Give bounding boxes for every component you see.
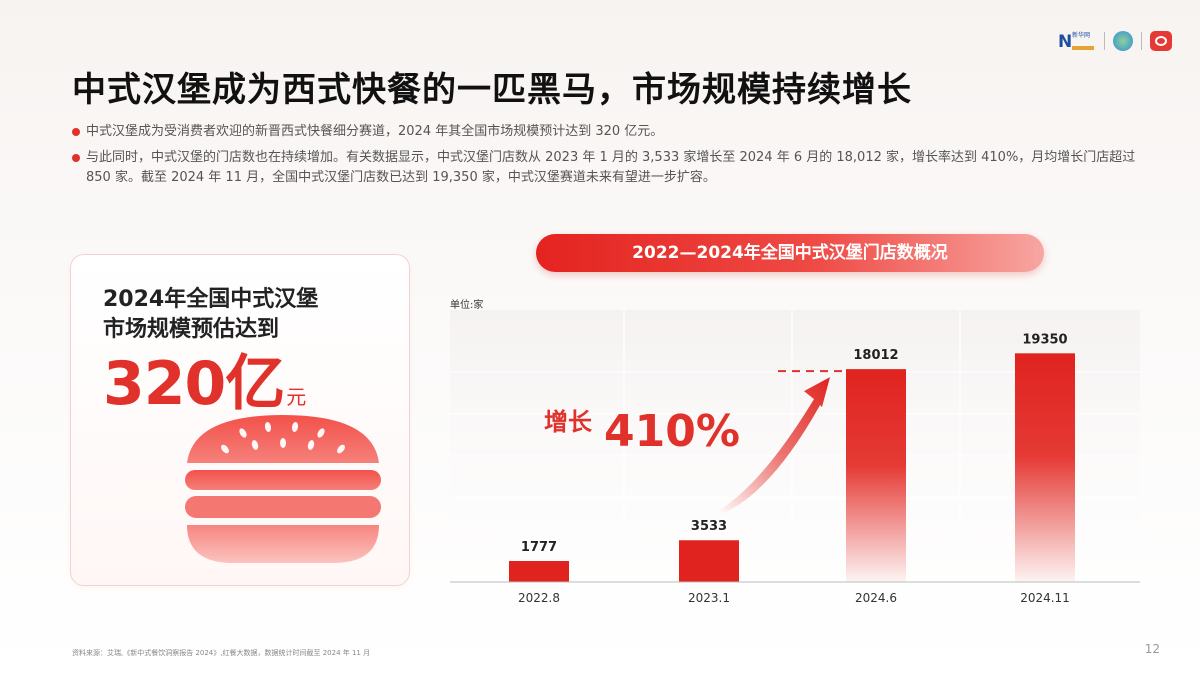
market-size-value: 320亿元 xyxy=(103,335,306,422)
growth-arrow-icon xyxy=(719,377,830,515)
x-tick-label: 2022.8 xyxy=(518,591,560,605)
bullet-item: 与此同时，中式汉堡的门店数也在持续增加。有关数据显示，中式汉堡门店数从 2023… xyxy=(72,148,1152,188)
store-count-chart: 增长 410% 17772022.835332023.1180122024.61… xyxy=(450,310,1140,605)
x-tick-label: 2024.6 xyxy=(855,591,897,605)
x-tick-label: 2024.11 xyxy=(1020,591,1070,605)
summary-bullets: 中式汉堡成为受消费者欢迎的新晋西式快餐细分赛道，2024 年其全国市场规模预计达… xyxy=(72,122,1152,194)
partner-logos: N 新华网 xyxy=(1058,30,1172,52)
chart-unit-label: 单位:家 xyxy=(450,300,484,311)
growth-annotation: 增长 410% xyxy=(544,370,842,515)
page-title: 中式汉堡成为西式快餐的一匹黑马，市场规模持续增长 xyxy=(72,70,912,110)
card-heading-line-1: 2024年全国中式汉堡 xyxy=(103,287,319,312)
chart-title: 2022—2024年全国中式汉堡门店数概况 xyxy=(536,234,1044,272)
value-label: 1777 xyxy=(521,540,557,555)
chart-labels: 1777 2022.8 3533 2023.1 18012 2024.6 19350 2024… xyxy=(518,332,1070,605)
x-tick-label: 2023.1 xyxy=(688,591,730,605)
burger-icon xyxy=(185,415,381,563)
market-size-card: 2024年全国中式汉堡 市场规模预估达到 320亿元 xyxy=(70,254,410,586)
page-number: 12 xyxy=(1144,642,1160,656)
market-size-number: 320亿 xyxy=(103,349,285,419)
bar-2024.11 xyxy=(1015,353,1075,582)
growth-value-label: 410% xyxy=(604,406,740,457)
source-note: 资料来源：艾瑞,《新中式餐饮洞察报告 2024》,红餐大数据，数据统计时间截至 … xyxy=(72,649,371,657)
value-label: 3533 xyxy=(691,519,727,534)
bar-2022.8 xyxy=(509,560,569,582)
growth-prefix-label: 增长 xyxy=(544,408,593,436)
bar-2024.6 xyxy=(846,369,906,582)
globe-logo xyxy=(1113,31,1133,51)
brand-logo xyxy=(1150,31,1172,51)
market-size-unit: 元 xyxy=(286,385,306,409)
value-label: 19350 xyxy=(1022,332,1067,347)
logo-divider xyxy=(1141,32,1142,50)
bar-2023.1 xyxy=(679,540,739,582)
logo-divider xyxy=(1104,32,1105,50)
card-heading-line-2: 市场规模预估达到 xyxy=(103,317,280,342)
value-label: 18012 xyxy=(853,348,898,363)
xinhua-logo: N 新华网 xyxy=(1058,30,1096,52)
bullet-item: 中式汉堡成为受消费者欢迎的新晋西式快餐细分赛道，2024 年其全国市场规模预计达… xyxy=(72,122,1152,142)
chart-bars xyxy=(509,353,1075,582)
